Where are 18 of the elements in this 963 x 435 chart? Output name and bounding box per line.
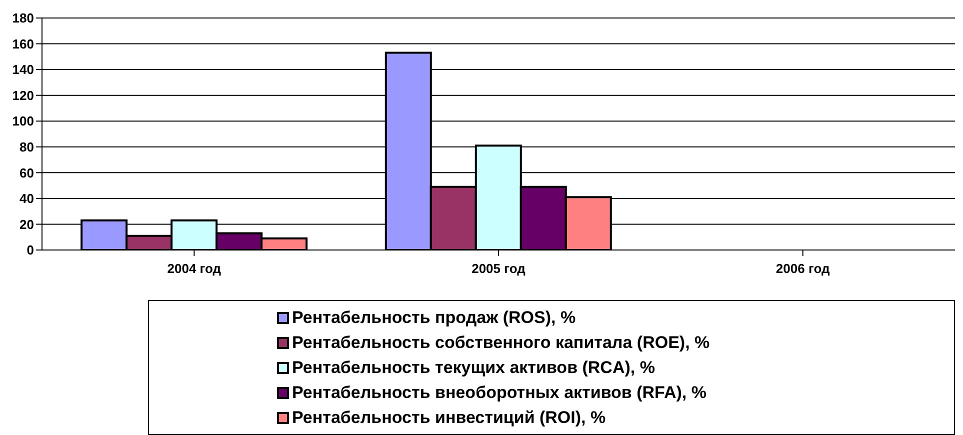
y-tick-label: 40	[20, 191, 34, 206]
y-tick-label: 120	[12, 88, 34, 103]
y-tick-label: 140	[12, 62, 34, 78]
y-tick-label: 100	[12, 114, 34, 129]
x-tick-label: 2005 год	[472, 261, 526, 276]
y-tick-label: 60	[20, 165, 34, 180]
y-tick-label: 80	[20, 140, 34, 155]
legend-label: Рентабельность собственного капитала (ROE), %	[292, 332, 710, 352]
y-tick-label: 160	[12, 36, 34, 52]
legend-label: Рентабельность внеоборотных активов (RFA), %	[292, 382, 706, 402]
legend-label: Рентабельность текущих активов (RCA), %	[292, 358, 655, 378]
x-tick-label: 2004 год	[167, 261, 222, 276]
legend-label: Рентабельность продаж (ROS), %	[292, 308, 576, 328]
x-tick-label: 2006 год	[776, 261, 830, 276]
y-tick-label: 0	[26, 242, 34, 258]
y-tick-label: 20	[20, 216, 34, 232]
legend-label: Рентабельность инвестиций (ROI), %	[292, 408, 606, 428]
y-tick-label: 180	[12, 10, 34, 26]
